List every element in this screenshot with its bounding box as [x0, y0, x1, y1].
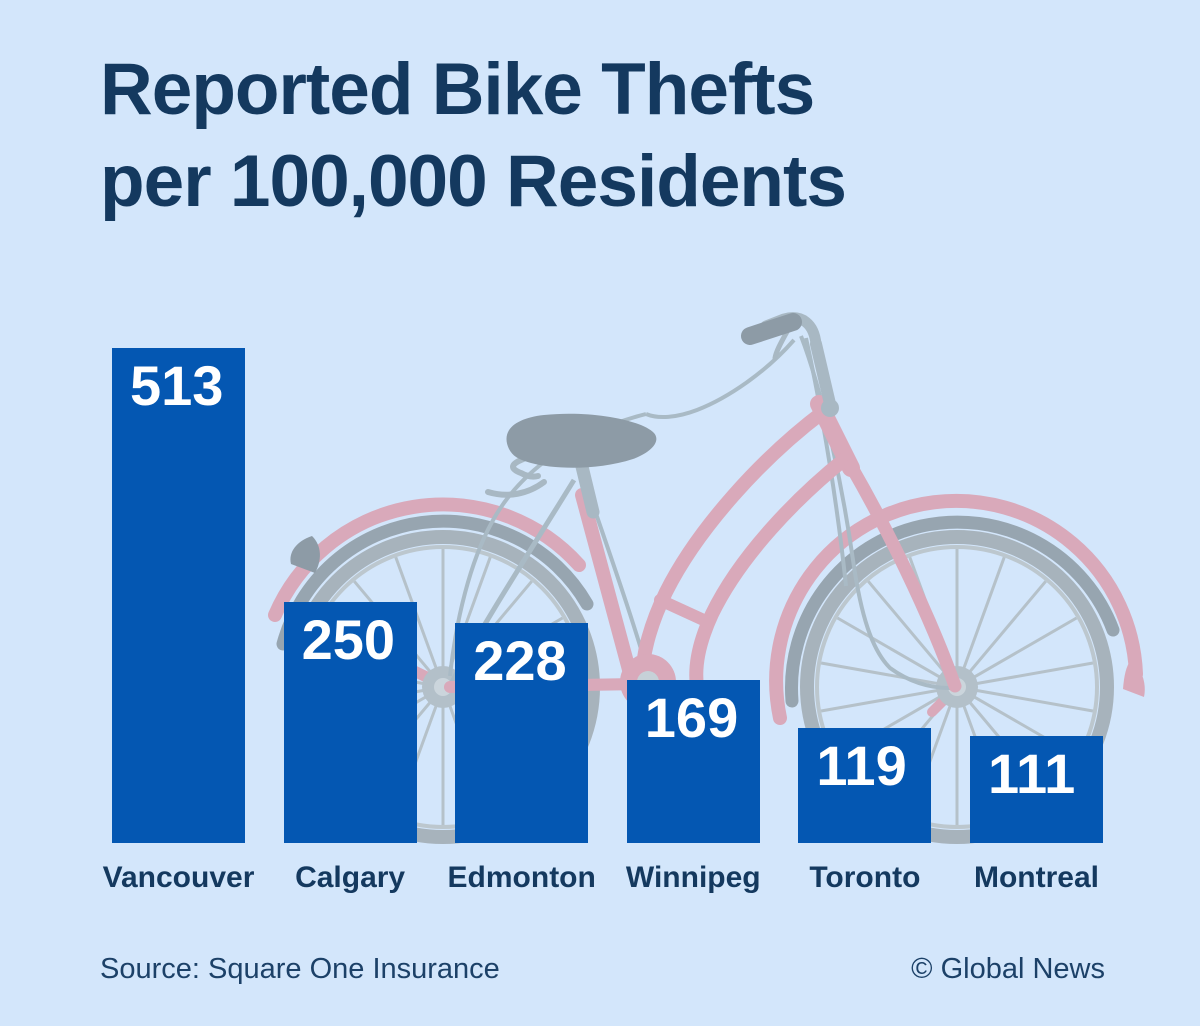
axis-label-edmonton: Edmonton: [447, 861, 596, 894]
axis-label-montreal: Montreal: [973, 861, 1099, 894]
bar-winnipeg: 169: [626, 680, 760, 843]
bar-toronto: 119: [798, 728, 932, 843]
grip: [741, 313, 802, 345]
bar-value-calgary: 250: [301, 608, 396, 671]
bar-value-montreal: 111: [987, 742, 1076, 805]
chart-title: Reported Bike Thefts per 100,000 Residen…: [100, 49, 847, 222]
axis-label-winnipeg: Winnipeg: [625, 861, 761, 894]
publisher-credit: © Global News: [911, 953, 1105, 985]
footer: Source: Square One Insurance © Global Ne…: [100, 953, 1105, 986]
axis-label-calgary: Calgary: [295, 861, 406, 894]
axis-label-vancouver: Vancouver: [102, 861, 255, 894]
bar-edmonton: 228: [455, 623, 589, 843]
source-credit: Source: Square One Insurance: [100, 953, 500, 985]
bar-value-edmonton: 228: [473, 629, 567, 692]
bar-calgary: 250: [283, 602, 417, 843]
bar-value-vancouver: 513: [130, 354, 224, 417]
front-mudflap: [1123, 660, 1145, 697]
bar-montreal: 111: [969, 736, 1103, 843]
bar-vancouver: 513: [112, 348, 245, 843]
axis-label-toronto: Toronto: [809, 861, 921, 894]
bar-value-toronto: 119: [816, 734, 907, 797]
bar-value-winnipeg: 169: [644, 686, 739, 749]
category-axis: Vancouver Calgary Edmonton Winnipeg Toro…: [103, 861, 1103, 895]
bar-chart: 513 250 228 169 119 111: [112, 348, 1103, 843]
